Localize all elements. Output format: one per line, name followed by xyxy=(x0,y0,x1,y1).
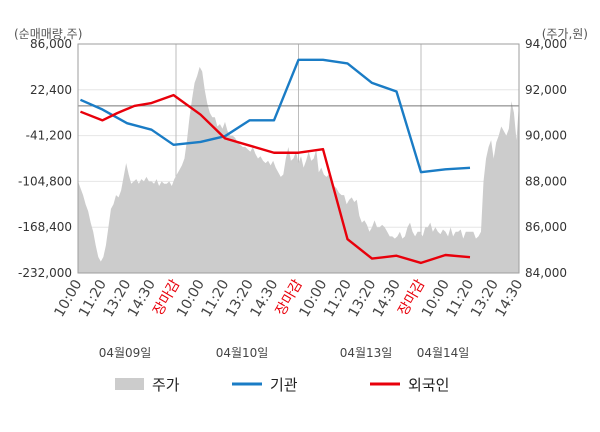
right-tick-label: 92,000 xyxy=(525,83,567,97)
foreigner-line xyxy=(80,93,471,265)
legend-label-foreigner: 외국인 xyxy=(408,376,449,394)
date-labels: 04월09일 04월10일 04월13일 04월14일 xyxy=(99,346,470,360)
x-axis: 10:0011:2013:2014:30장마감10:0011:2013:2014… xyxy=(51,277,526,320)
left-axis: 86,000 22,400 -41,200 -104,800 -168,400 -232,… xyxy=(18,37,72,280)
date-label: 04월09일 xyxy=(99,346,152,360)
institution-line xyxy=(79,58,471,174)
left-tick-label: -41,200 xyxy=(26,129,72,143)
right-axis-unit: (주가,원) xyxy=(542,27,588,41)
price-area-layer xyxy=(78,66,519,274)
right-axis: 94,000 92,000 90,000 88,000 86,000 84,000 xyxy=(525,37,567,280)
legend-label-institution: 기관 xyxy=(270,376,298,394)
right-tick-label: 88,000 xyxy=(525,174,567,188)
left-tick-label: 22,400 xyxy=(30,83,72,97)
date-label: 04월13일 xyxy=(340,346,393,360)
price-area xyxy=(78,66,519,274)
date-label: 04월10일 xyxy=(216,346,269,360)
legend: 주가 기관 외국인 xyxy=(115,376,449,394)
legend-label-price: 주가 xyxy=(152,376,180,394)
right-tick-label: 84,000 xyxy=(525,266,567,280)
left-tick-label: -168,400 xyxy=(18,220,72,234)
plot-frame xyxy=(77,43,520,274)
right-tick-label: 86,000 xyxy=(525,220,567,234)
date-label: 04월14일 xyxy=(417,346,470,360)
left-tick-label: -104,800 xyxy=(18,174,72,188)
line-layer xyxy=(79,58,471,265)
left-tick-label: -232,000 xyxy=(18,266,72,280)
right-tick-label: 94,000 xyxy=(525,37,567,51)
left-axis-unit: (순매매량,주) xyxy=(14,27,82,41)
plot-border xyxy=(77,43,520,274)
legend-swatch-price xyxy=(115,378,144,390)
left-tick-label: 86,000 xyxy=(30,37,72,51)
right-tick-label: 90,000 xyxy=(525,129,567,143)
